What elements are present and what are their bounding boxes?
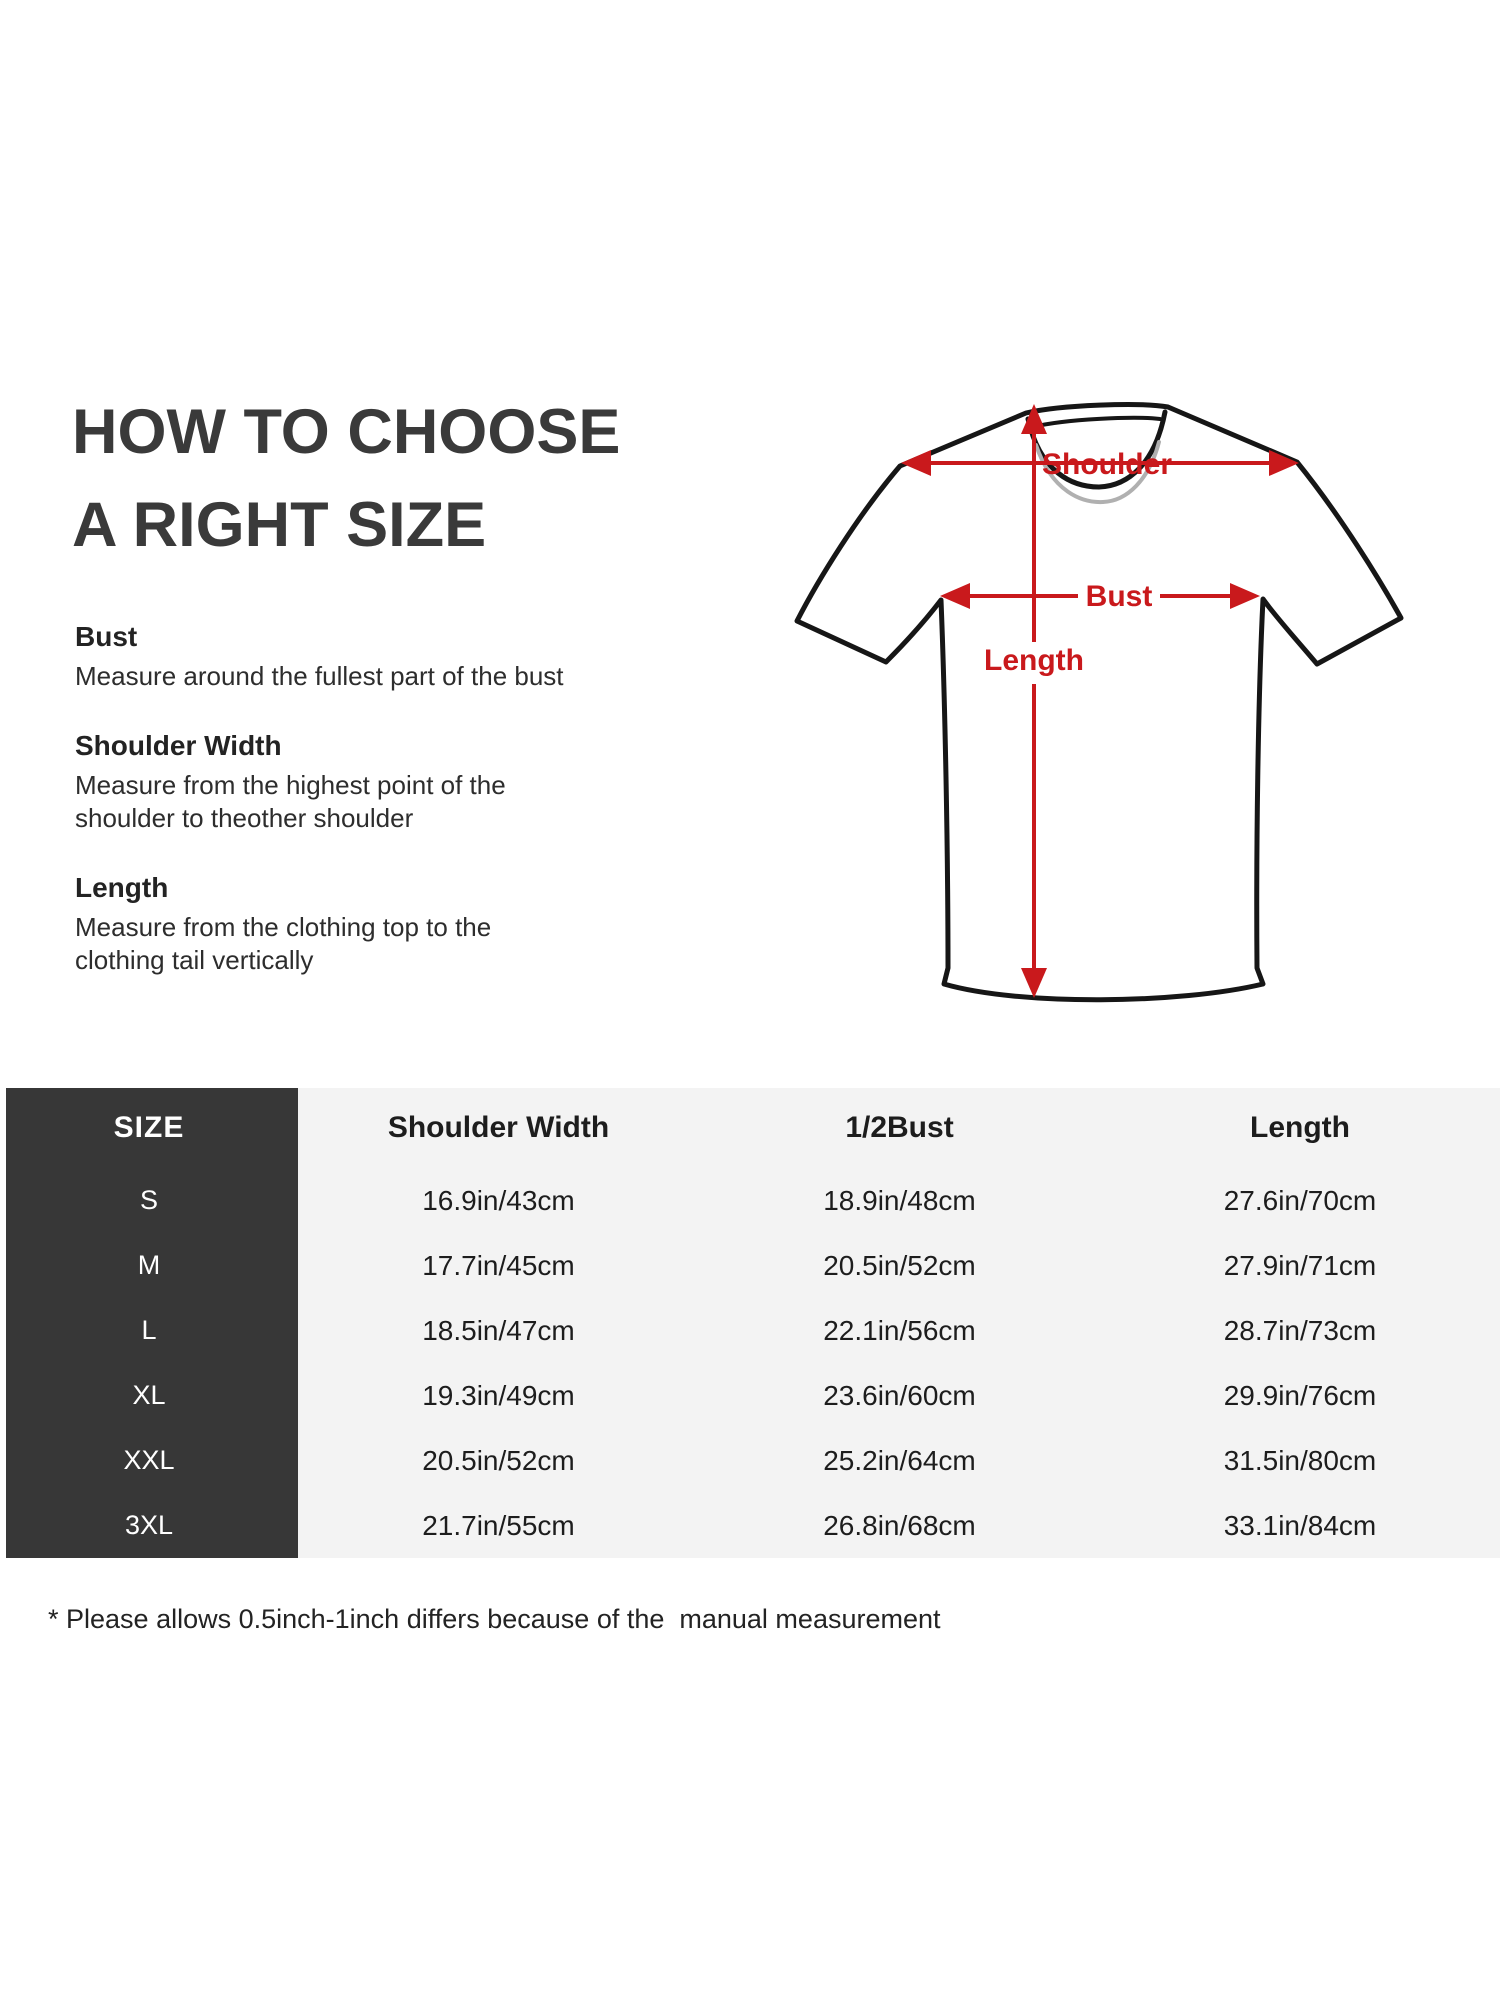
col-header-length: Length	[1250, 1111, 1350, 1144]
guide-term-shoulder-width: Shoulder Width	[75, 730, 282, 761]
row-xl-shoulder-width: 19.3in/49cm	[422, 1379, 575, 1411]
guide-desc-shoulder-width: Measure from the highest point of the sh…	[75, 770, 506, 833]
col-header-shoulder-width: Shoulder Width	[387, 1111, 610, 1144]
row-3xl-length: 33.1in/84cm	[1223, 1509, 1377, 1541]
row-s-shoulder-width: 16.9in/43cm	[422, 1184, 575, 1216]
guide-desc-bust: Measure around the fullest part of the b…	[75, 661, 564, 691]
tshirt-body-path	[794, 402, 1404, 1003]
collar-detail	[1025, 409, 1168, 505]
length-arrow-up-icon	[1021, 404, 1047, 434]
row-m-shoulder-width: 17.7in/45cm	[422, 1249, 575, 1281]
row-l-half-bust: 22.1in/56cm	[823, 1314, 976, 1346]
row-3xl-shoulder-width: 21.7in/55cm	[422, 1509, 575, 1541]
col-header-size: SIZE	[113, 1111, 185, 1144]
tshirt-outline	[794, 402, 1404, 1003]
bust-arrow-right-icon	[1230, 583, 1260, 609]
row-xxl-shoulder-width: 20.5in/52cm	[422, 1444, 575, 1476]
row-3xl-size: 3XL	[124, 1510, 174, 1540]
shoulder-arrow-left-icon	[901, 450, 931, 476]
row-xl-size: XL	[132, 1380, 166, 1410]
shoulder-measure-label: Shoulder	[1042, 448, 1172, 481]
size-column-panel	[6, 1088, 298, 1558]
guide-term-length: Length	[75, 872, 169, 903]
row-m-length: 27.9in/71cm	[1223, 1249, 1377, 1281]
bust-arrow-left-icon	[940, 583, 970, 609]
row-s-half-bust: 18.9in/48cm	[823, 1184, 976, 1216]
tshirt-diagram-svg: Shoulder Bust Length	[794, 402, 1404, 1003]
size-table-grid: SIZE Shoulder Width 1/2Bust Length S 16.…	[0, 1088, 1500, 1558]
collar-shadow-arc	[1034, 440, 1161, 505]
row-m-size: M	[137, 1250, 161, 1280]
row-s-size: S	[139, 1185, 158, 1215]
page-title: HOW TO CHOOSE A RIGHT SIZE	[72, 386, 620, 572]
row-xxl-size: XXL	[123, 1445, 175, 1475]
col-header-half-bust: 1/2Bust	[845, 1111, 954, 1144]
row-l-size: L	[141, 1315, 157, 1345]
measurement-arrows	[901, 404, 1299, 998]
size-table: SIZE Shoulder Width 1/2Bust Length S 16.…	[0, 1088, 1500, 1558]
size-table-background	[298, 1088, 1500, 1558]
length-arrow-down-icon	[1021, 968, 1047, 998]
row-l-shoulder-width: 18.5in/47cm	[422, 1314, 575, 1346]
row-xl-half-bust: 23.6in/60cm	[823, 1379, 976, 1411]
guide-term-bust: Bust	[75, 621, 138, 652]
measurement-guide: Bust Measure around the fullest part of …	[75, 620, 655, 1013]
bust-measure-label: Bust	[1086, 580, 1153, 613]
page-title-line1: HOW TO CHOOSE	[72, 397, 621, 467]
row-xxl-length: 31.5in/80cm	[1223, 1444, 1377, 1476]
row-l-length: 28.7in/73cm	[1223, 1314, 1377, 1346]
guide-desc-length: Measure from the clothing top to the clo…	[75, 912, 492, 975]
tshirt-measurement-diagram: Shoulder Bust Length	[730, 295, 1430, 1015]
measurement-disclaimer: * Please allows 0.5inch-1inch differs be…	[48, 1604, 941, 1634]
collar-inner-top-line	[1031, 415, 1162, 429]
row-s-length: 27.6in/70cm	[1223, 1184, 1377, 1216]
row-xl-length: 29.9in/76cm	[1223, 1379, 1377, 1411]
row-xxl-half-bust: 25.2in/64cm	[823, 1444, 976, 1476]
row-m-half-bust: 20.5in/52cm	[823, 1249, 976, 1281]
row-3xl-half-bust: 26.8in/68cm	[823, 1509, 976, 1541]
collar-front-scoop	[1025, 409, 1168, 490]
page-title-line2: A RIGHT SIZE	[72, 490, 487, 560]
shoulder-arrow-right-icon	[1269, 450, 1299, 476]
length-measure-label: Length	[984, 644, 1084, 677]
